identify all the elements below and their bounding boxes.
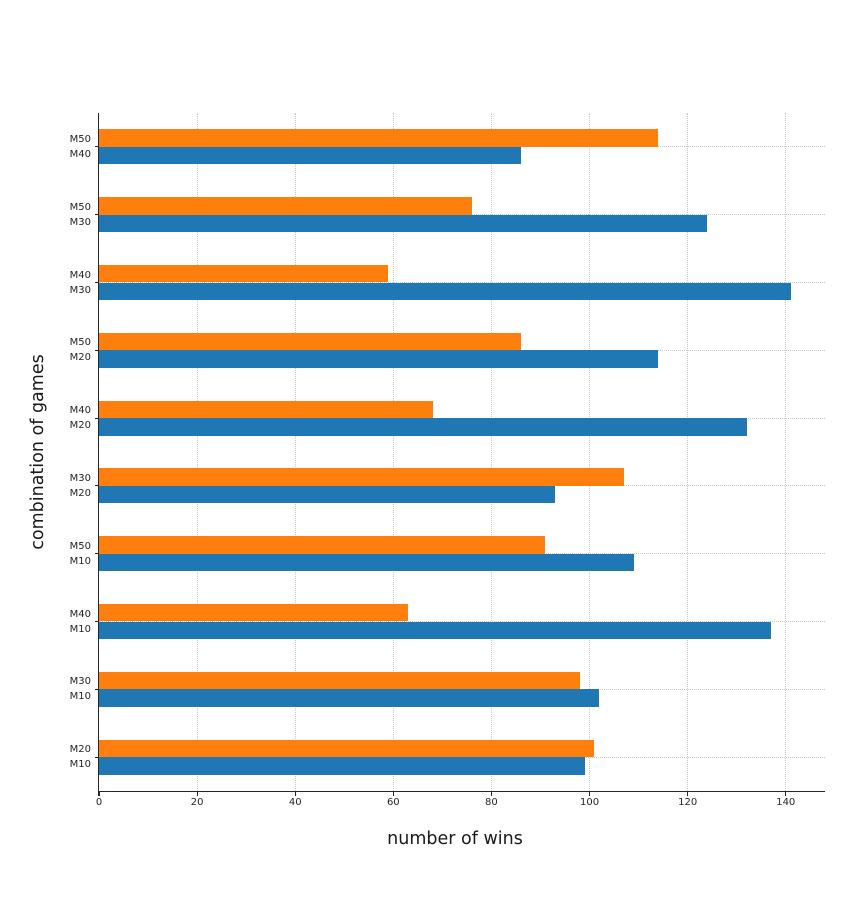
x-tick xyxy=(785,791,787,796)
x-gridline xyxy=(294,113,296,791)
y-axis-label: combination of games xyxy=(28,354,48,550)
y-tick xyxy=(94,620,99,623)
x-tick-label: 60 xyxy=(386,797,400,808)
x-axis-label: number of wins xyxy=(387,829,523,849)
y-tick-label: M30 M20 xyxy=(69,472,91,499)
x-tick xyxy=(98,791,100,796)
x-gridline xyxy=(196,113,198,791)
bar-M30-vs-M10-top xyxy=(99,671,580,690)
y-tick-label: M40 M10 xyxy=(69,608,91,635)
y-tick xyxy=(94,417,99,419)
bar-M50-vs-M10-top xyxy=(99,536,546,554)
y-tick-label: M50 M40 xyxy=(69,133,91,160)
bar-M40-vs-M20-top xyxy=(99,400,433,419)
y-tick xyxy=(94,281,99,284)
x-gridline xyxy=(490,113,492,791)
y-tick-label: M50 M10 xyxy=(69,540,91,567)
bar-M50-vs-M40-bottom xyxy=(99,146,521,165)
y-tick-label: M40 M20 xyxy=(69,405,91,432)
y-tick xyxy=(94,349,99,351)
bar-M50-vs-M10-bottom xyxy=(99,553,634,572)
y-tick xyxy=(94,688,99,690)
x-tick xyxy=(294,791,296,796)
bar-M50-vs-M40-top xyxy=(99,129,659,147)
bar-M40-vs-M10-top xyxy=(99,603,409,622)
x-tick xyxy=(687,791,689,796)
y-axis-spine xyxy=(97,113,99,793)
bar-M30-vs-M20-top xyxy=(99,468,624,486)
y-tick xyxy=(94,553,99,555)
x-tick xyxy=(588,791,591,796)
y-tick xyxy=(94,485,99,487)
x-gridline xyxy=(589,113,591,791)
bar-M40-vs-M10-bottom xyxy=(99,621,772,640)
x-tick-label: 120 xyxy=(678,797,698,808)
bar-M50-vs-M20-bottom xyxy=(99,350,659,368)
x-tick xyxy=(196,791,198,796)
x-gridline xyxy=(687,113,689,791)
x-axis-spine xyxy=(97,791,825,793)
bar-M20-vs-M10-top xyxy=(99,739,595,758)
y-tick-label: M30 M10 xyxy=(69,676,91,703)
x-gridline xyxy=(392,113,394,791)
bar-M50-vs-M20-top xyxy=(99,332,521,351)
y-tick-label: M50 M20 xyxy=(69,337,91,364)
bar-M20-vs-M10-bottom xyxy=(99,757,585,775)
y-tick-label: M20 M10 xyxy=(69,744,91,771)
x-gridline xyxy=(785,113,787,791)
bar-M30-vs-M20-bottom xyxy=(99,485,556,504)
y-tick-label: M50 M30 xyxy=(69,201,91,228)
bar-M50-vs-M30-bottom xyxy=(99,214,708,233)
y-tick xyxy=(94,214,99,216)
x-tick-label: 0 xyxy=(95,797,103,808)
x-tick xyxy=(490,791,493,796)
bar-M40-vs-M30-top xyxy=(99,264,389,283)
bar-M40-vs-M20-bottom xyxy=(99,418,747,436)
bar-M30-vs-M10-bottom xyxy=(99,689,600,707)
y-tick-label: M40 M30 xyxy=(69,269,91,296)
x-tick-label: 140 xyxy=(776,797,796,808)
bar-M40-vs-M30-bottom xyxy=(99,282,791,301)
x-tick-label: 40 xyxy=(288,797,302,808)
x-tick-label: 80 xyxy=(485,797,498,808)
bar-M50-vs-M30-top xyxy=(99,197,472,215)
x-tick-label: 20 xyxy=(190,797,204,808)
y-tick xyxy=(94,146,99,148)
y-tick xyxy=(94,756,99,758)
x-tick xyxy=(392,791,394,796)
x-tick-label: 100 xyxy=(579,797,600,808)
